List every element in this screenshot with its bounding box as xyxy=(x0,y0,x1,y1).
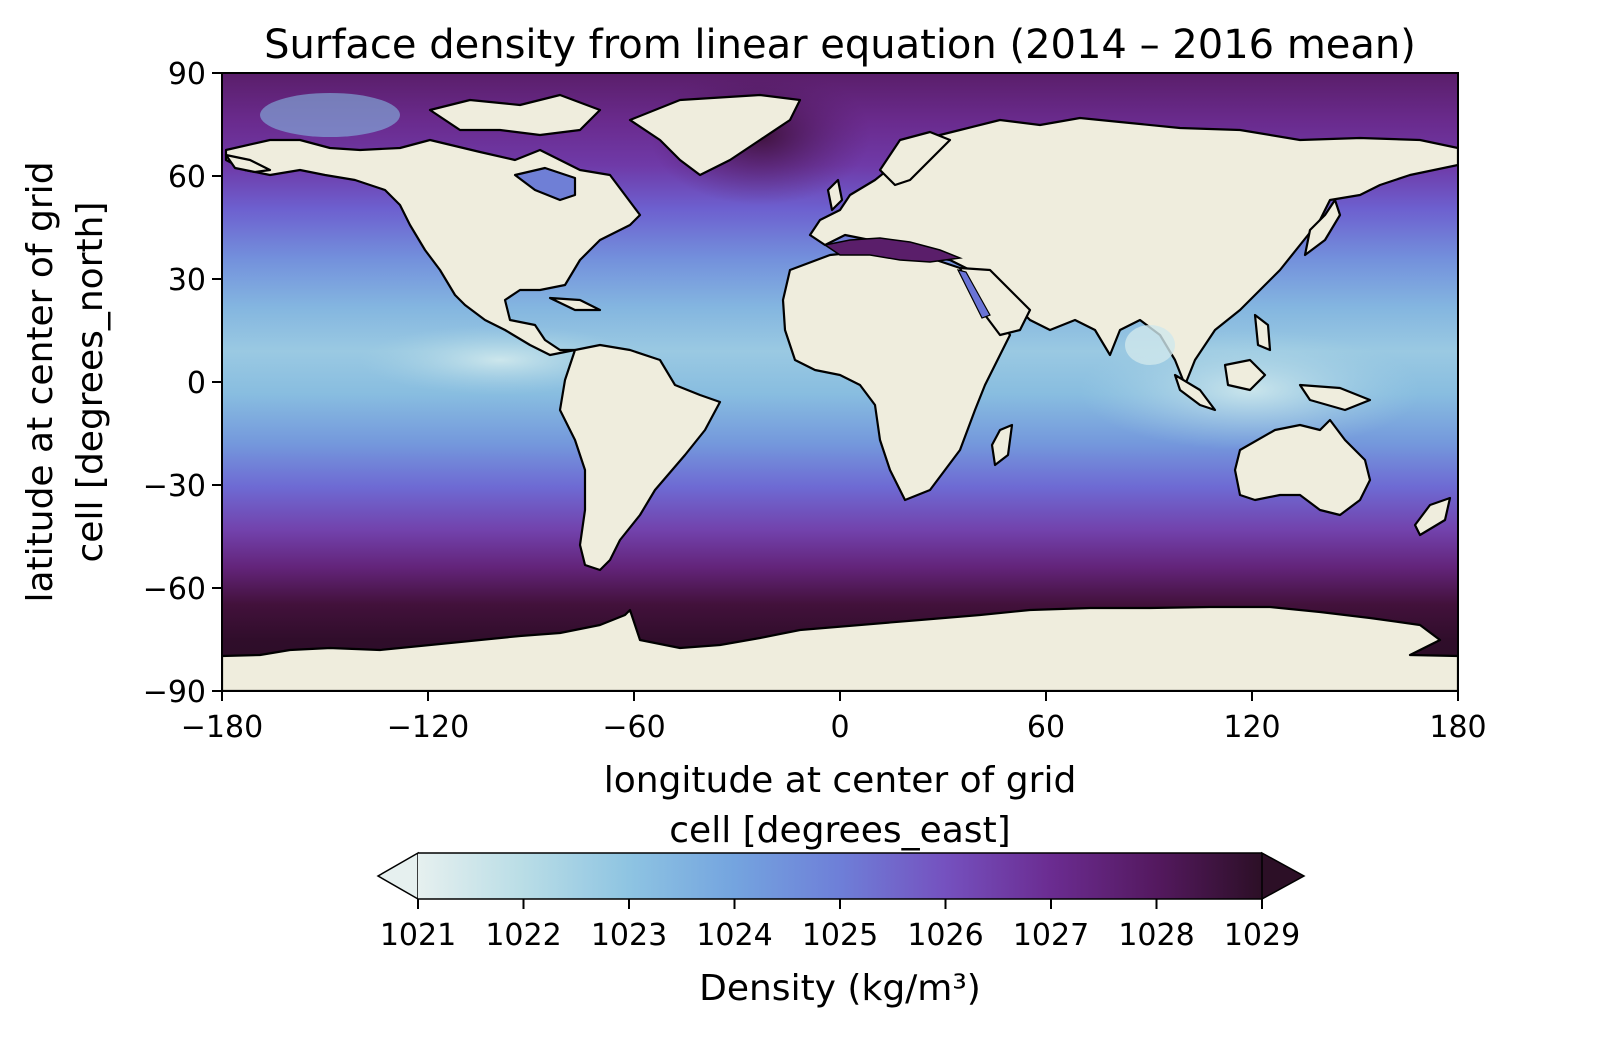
madagascar xyxy=(990,423,1014,467)
y-tick-label: 90 xyxy=(168,57,206,92)
chart-title: Surface density from linear equation (20… xyxy=(264,22,1416,68)
bay-of-bengal-shading xyxy=(1125,325,1175,365)
arctic-light-patch xyxy=(260,93,400,137)
colorbar-label: Density (kg/m³) xyxy=(699,968,981,1009)
x-tick-label: −60 xyxy=(602,710,665,745)
colorbar-extend-high xyxy=(1261,851,1306,901)
y-tick-label: −90 xyxy=(143,675,206,710)
new-zealand xyxy=(1413,496,1452,537)
cuba xyxy=(548,296,602,312)
land-masses xyxy=(222,93,1458,691)
x-tick-label: 120 xyxy=(1223,710,1280,745)
y-axis-label-line1: latitude at center of grid xyxy=(20,161,61,602)
greenland xyxy=(628,93,802,177)
x-axis-label-line2: cell [degrees_east] xyxy=(669,810,1010,851)
aleutians xyxy=(224,153,272,174)
y-tick-label: 0 xyxy=(187,366,206,401)
x-tick-label: 0 xyxy=(830,710,849,745)
philippines xyxy=(1253,313,1272,352)
colorbar-tick-label: 1029 xyxy=(1224,918,1300,953)
colorbar-tick-label: 1027 xyxy=(1013,918,1089,953)
red-sea xyxy=(956,269,991,319)
colorbar-gradient xyxy=(418,853,1262,899)
colorbar-tick-label: 1024 xyxy=(696,918,772,953)
colorbar-tick-label: 1022 xyxy=(485,918,561,953)
antarctica xyxy=(222,605,1458,691)
x-tick-label: 60 xyxy=(1027,710,1065,745)
y-axis-ticks: 90 60 30 0 −30 −60 −90 xyxy=(143,57,222,710)
new-guinea xyxy=(1298,383,1372,412)
hudson-bay xyxy=(513,166,577,202)
colorbar-tick-label: 1026 xyxy=(907,918,983,953)
colorbar-tick-label: 1028 xyxy=(1118,918,1194,953)
map-area xyxy=(222,73,1458,691)
x-tick-label: 180 xyxy=(1429,710,1486,745)
colorbar-tick-label: 1025 xyxy=(802,918,878,953)
arctic-islands xyxy=(428,93,602,137)
colorbar-extend-low xyxy=(376,851,419,901)
colorbar-tick-label: 1023 xyxy=(591,918,667,953)
borneo xyxy=(1223,358,1267,392)
y-axis-label-line2: cell [degrees_north] xyxy=(70,202,111,563)
y-tick-label: −60 xyxy=(143,572,206,607)
australia xyxy=(1233,418,1372,517)
colorbar: 1021 1022 1023 1024 1025 1026 1027 1028 1029 Den… xyxy=(376,851,1306,1009)
sumatra xyxy=(1173,373,1217,412)
colorbar-tick-label: 1021 xyxy=(380,918,456,953)
x-tick-label: −180 xyxy=(181,710,263,745)
colorbar-ticks: 1021 1022 1023 1024 1025 1026 1027 1028 1029 xyxy=(380,899,1300,953)
x-axis-ticks: −180 −120 −60 0 60 120 180 xyxy=(181,691,1487,745)
south-america xyxy=(558,343,722,572)
japan xyxy=(1303,198,1342,257)
north-america xyxy=(224,138,642,357)
mediterranean-sea xyxy=(823,237,963,263)
y-tick-label: 30 xyxy=(168,263,206,298)
x-axis-label-line1: longitude at center of grid xyxy=(604,760,1077,801)
great-britain xyxy=(826,178,844,212)
y-tick-label: 60 xyxy=(168,160,206,195)
scandinavia xyxy=(878,130,952,187)
x-tick-label: −120 xyxy=(387,710,469,745)
y-tick-label: −30 xyxy=(143,469,206,504)
